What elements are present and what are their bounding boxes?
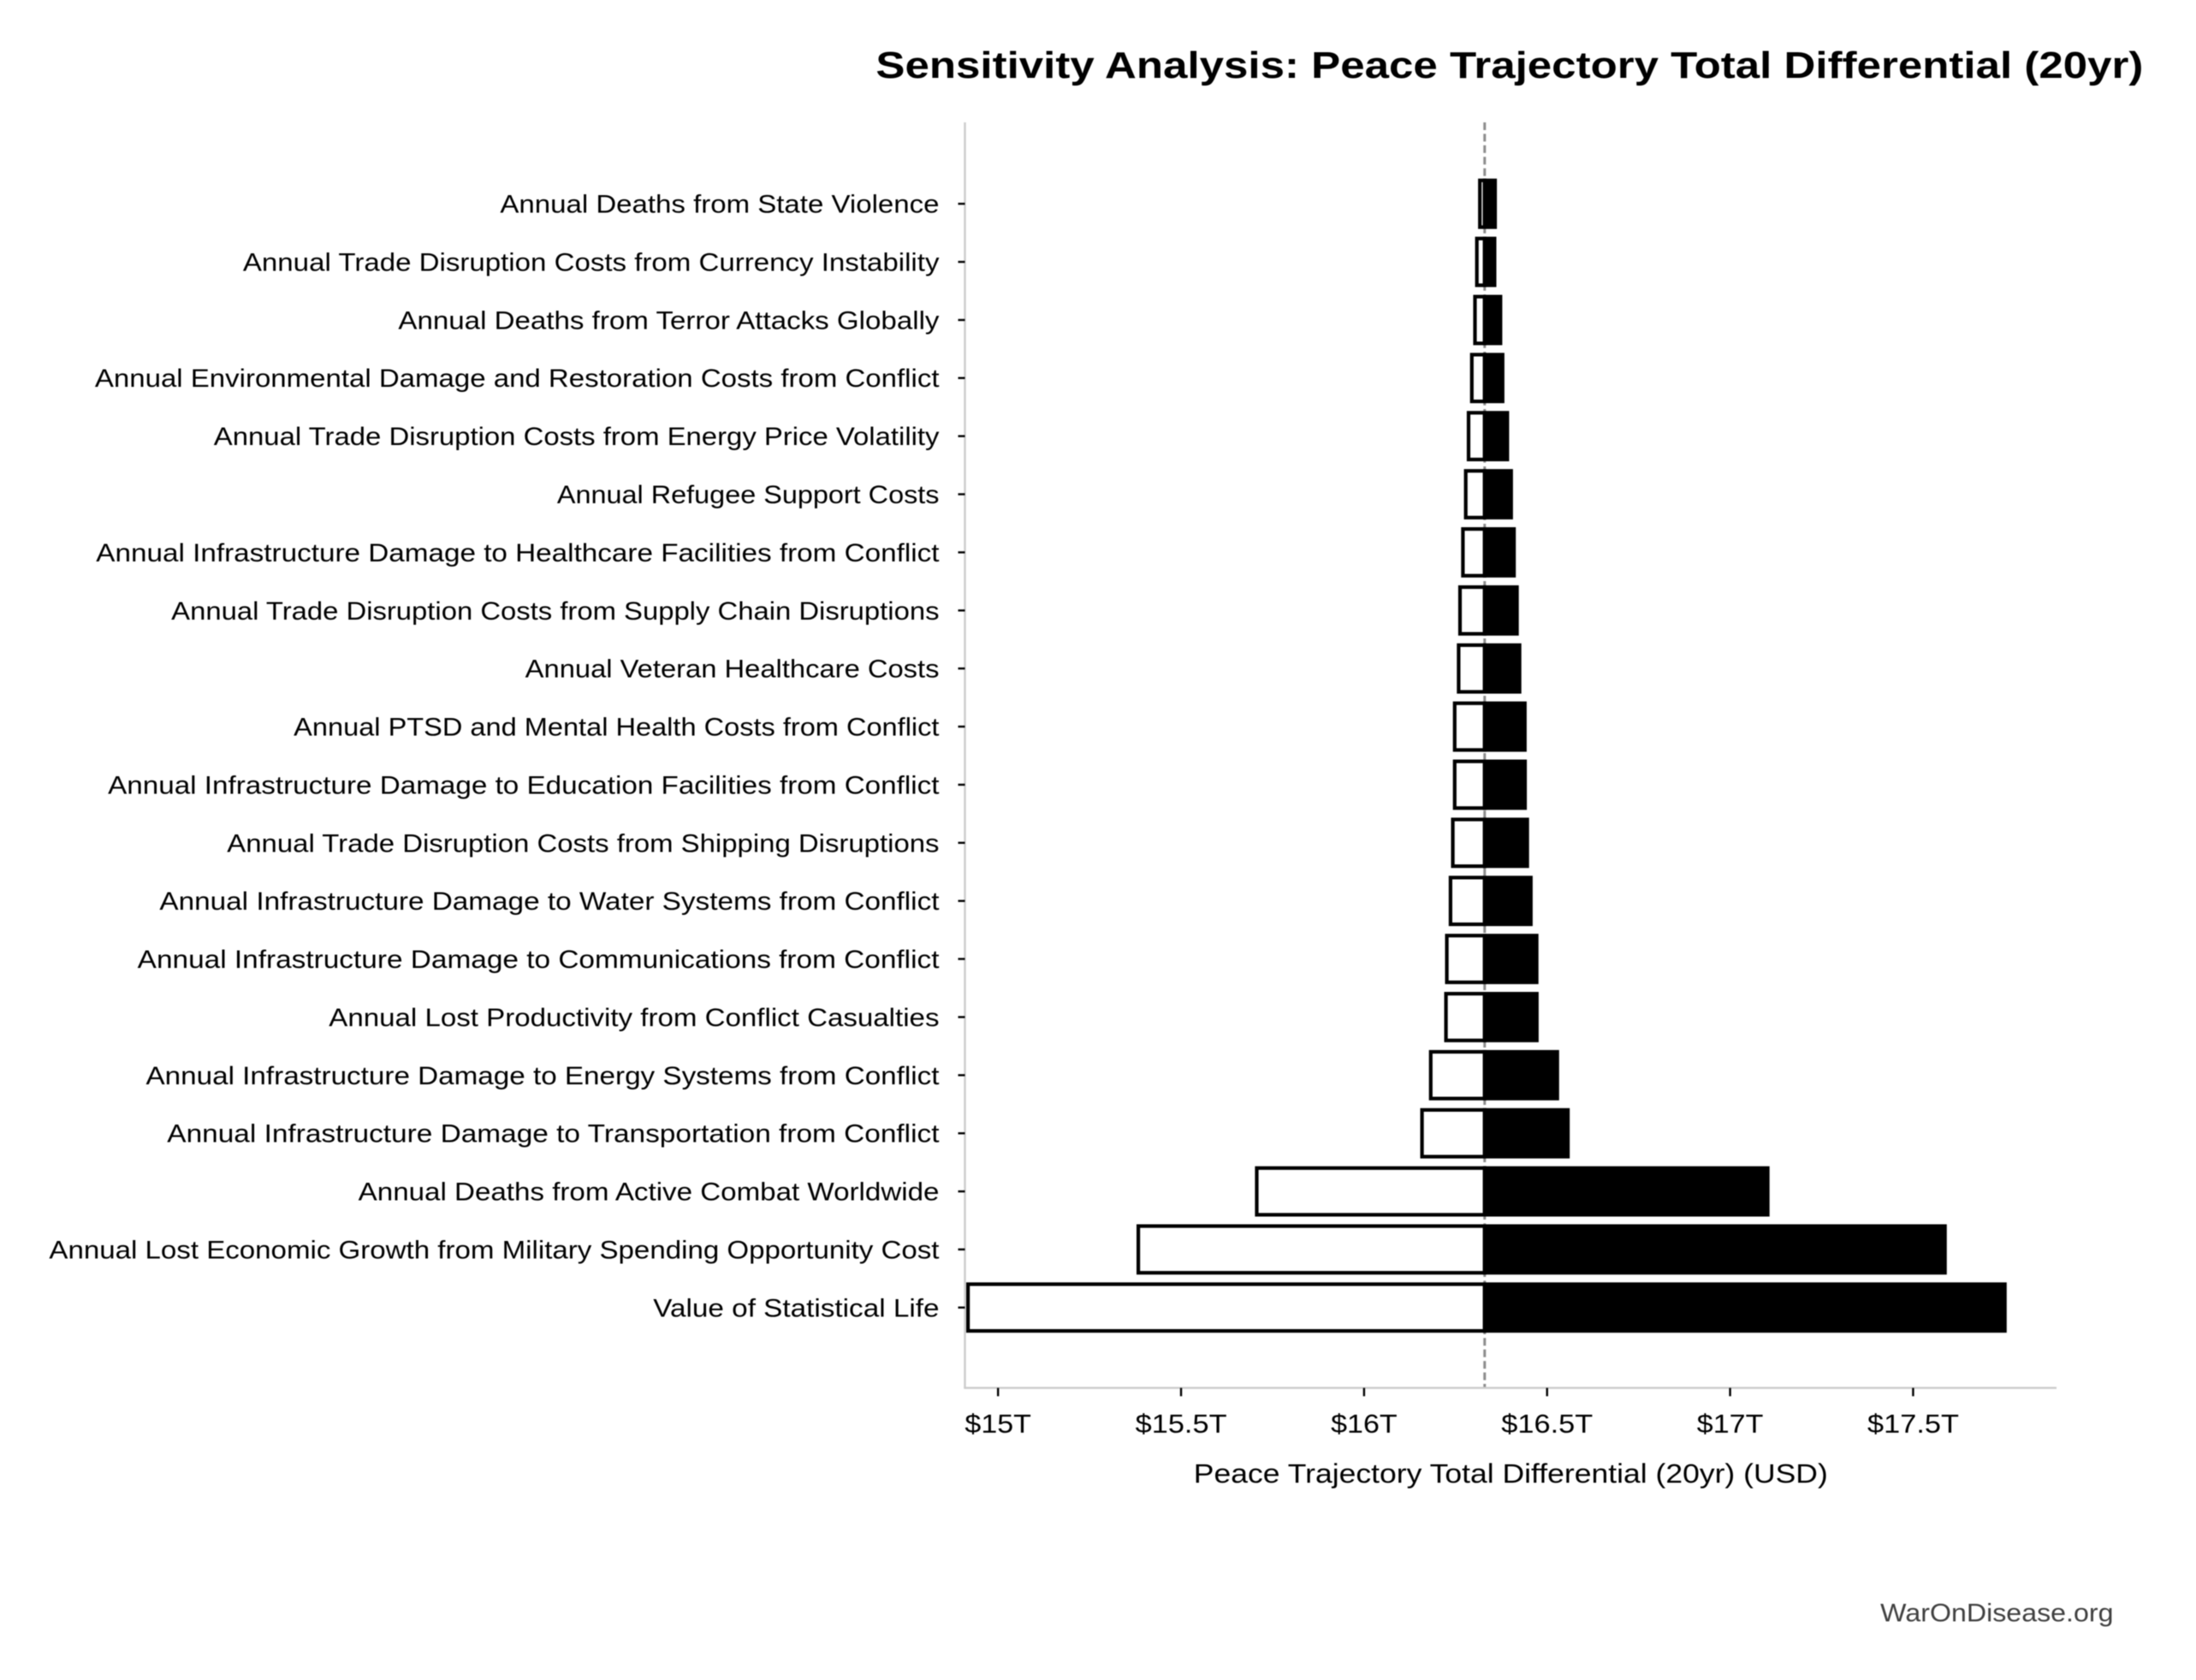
svg-text:Annual Infrastructure Damage t: Annual Infrastructure Damage to Communic… <box>138 946 940 974</box>
svg-text:Annual Infrastructure Damage t: Annual Infrastructure Damage to Water Sy… <box>159 887 939 916</box>
svg-text:Annual Trade Disruption Costs: Annual Trade Disruption Costs from Energ… <box>214 423 940 451</box>
svg-text:Peace Trajectory Total Differe: Peace Trajectory Total Differential (20y… <box>1194 1457 1828 1488</box>
svg-text:Annual Deaths from Active Comb: Annual Deaths from Active Combat Worldwi… <box>359 1178 940 1207</box>
svg-text:$15T: $15T <box>964 1409 1031 1439</box>
svg-text:Annual Infrastructure Damage t: Annual Infrastructure Damage to Healthca… <box>96 539 939 567</box>
svg-text:WarOnDisease.org: WarOnDisease.org <box>1880 1599 2113 1627</box>
svg-text:Annual Lost Productivity from: Annual Lost Productivity from Conflict C… <box>329 1004 939 1032</box>
svg-text:Annual Trade Disruption Costs: Annual Trade Disruption Costs from Shipp… <box>227 829 939 858</box>
svg-text:Annual Lost Economic Growth fr: Annual Lost Economic Growth from Militar… <box>49 1236 939 1264</box>
svg-text:Annual Infrastructure Damage t: Annual Infrastructure Damage to Transpor… <box>167 1120 939 1149</box>
svg-text:$17.5T: $17.5T <box>1867 1409 1959 1439</box>
svg-text:$16T: $16T <box>1331 1409 1398 1439</box>
svg-text:Annual Infrastructure Damage t: Annual Infrastructure Damage to Energy S… <box>146 1062 940 1090</box>
svg-text:Annual PTSD and Mental Health: Annual PTSD and Mental Health Costs from… <box>294 714 939 742</box>
svg-text:Annual Deaths from Terror Atta: Annual Deaths from Terror Attacks Global… <box>398 306 939 335</box>
svg-text:Sensitivity Analysis: Peace Tr: Sensitivity Analysis: Peace Trajectory T… <box>875 45 2143 86</box>
svg-text:$16.5T: $16.5T <box>1501 1409 1593 1439</box>
svg-text:Annual Trade Disruption Costs: Annual Trade Disruption Costs from Curre… <box>243 249 940 277</box>
svg-text:Annual Infrastructure Damage t: Annual Infrastructure Damage to Educatio… <box>108 771 939 799</box>
svg-text:Annual Environmental Damage an: Annual Environmental Damage and Restorat… <box>95 365 940 393</box>
svg-text:Annual Deaths from State Viole: Annual Deaths from State Violence <box>500 191 939 219</box>
svg-text:$17T: $17T <box>1697 1409 1764 1439</box>
svg-text:Annual Refugee Support Costs: Annual Refugee Support Costs <box>557 481 940 509</box>
svg-text:Annual Veteran Healthcare Cost: Annual Veteran Healthcare Costs <box>525 656 940 684</box>
svg-text:Annual Trade Disruption Costs: Annual Trade Disruption Costs from Suppl… <box>171 597 939 626</box>
svg-text:Value of Statistical Life: Value of Statistical Life <box>653 1294 939 1322</box>
svg-text:$15.5T: $15.5T <box>1136 1409 1227 1439</box>
